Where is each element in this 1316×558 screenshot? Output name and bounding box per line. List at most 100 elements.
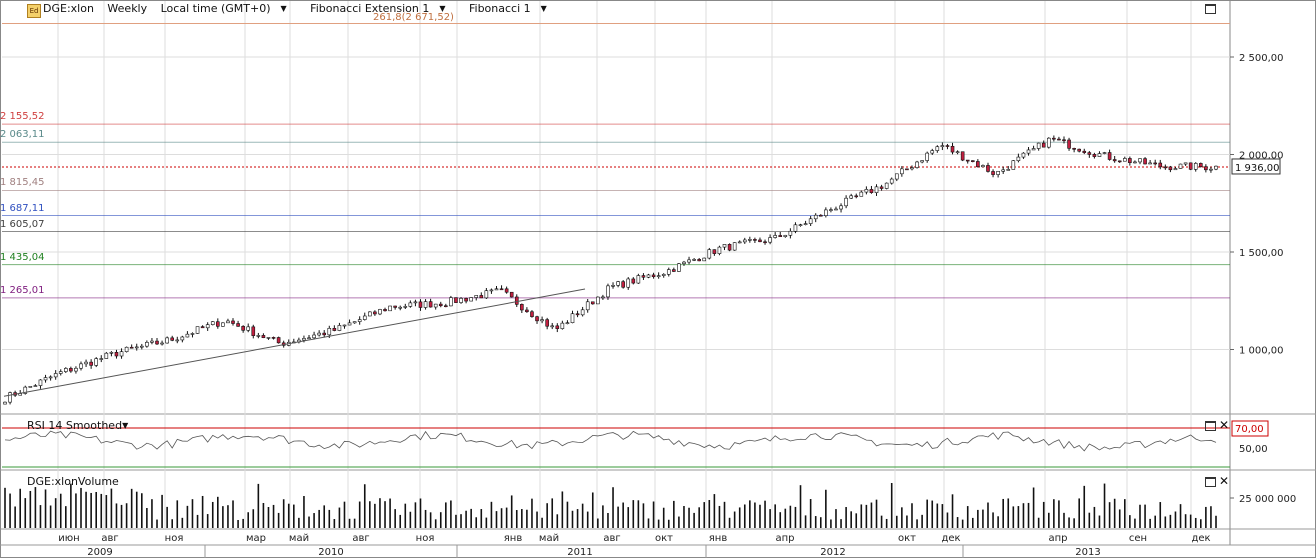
candle-body <box>1122 158 1127 162</box>
maximize-rsi-icon[interactable] <box>1205 421 1216 431</box>
candle-body <box>590 301 595 305</box>
candle-body <box>854 195 859 198</box>
candle-body <box>226 320 230 324</box>
candle-body <box>1148 162 1152 165</box>
month-label: мар <box>246 533 266 544</box>
candle-body <box>205 324 210 329</box>
candle-body <box>1178 163 1183 169</box>
maximize-volume-icon[interactable] <box>1205 477 1216 487</box>
candle-body <box>408 302 413 307</box>
candle-body <box>317 332 321 336</box>
chevron-down-icon: ▼ <box>122 421 129 430</box>
candle-body <box>312 334 316 339</box>
rsi-title[interactable]: RSI 14 Smoothed▼ <box>27 419 129 432</box>
candle-body <box>119 351 124 357</box>
candle-body <box>687 259 691 263</box>
candle-body <box>200 326 205 329</box>
candle-body <box>1072 148 1076 150</box>
fib-extension-selector[interactable]: Fibonacci Extension 1 ▼ <box>310 2 446 15</box>
month-label: окт <box>898 533 916 544</box>
candle-body <box>601 296 605 299</box>
candle-body <box>666 269 671 275</box>
candle-body <box>1153 162 1157 165</box>
candle-body <box>383 309 387 312</box>
chevron-down-icon: ▼ <box>540 4 547 13</box>
candle-body <box>195 326 200 334</box>
candle-body <box>545 319 549 327</box>
candle-body <box>778 235 783 237</box>
candle-body <box>337 325 342 331</box>
price-tick-label: 1 000,00 <box>1239 346 1284 357</box>
candle-body <box>8 392 12 403</box>
candle-body <box>575 313 580 316</box>
candle-body <box>362 315 367 320</box>
candle-body <box>803 223 808 225</box>
candle-body <box>428 301 433 308</box>
chevron-down-icon: ▼ <box>439 4 446 13</box>
candle-body <box>621 281 625 288</box>
rsi-level-label: 70,00 <box>1235 424 1264 435</box>
candle-body <box>960 151 965 161</box>
candle-body <box>494 288 499 291</box>
candle-body <box>94 358 99 366</box>
candle-body <box>352 321 357 324</box>
candle-body <box>1067 139 1071 149</box>
candle-body <box>798 224 803 226</box>
close-volume-icon[interactable]: ✕ <box>1219 474 1230 488</box>
candle-body <box>504 288 509 293</box>
fib-level-label: 1 605,07 <box>0 218 45 230</box>
candle-body <box>849 195 853 199</box>
candle-body <box>606 285 610 298</box>
candle-body <box>190 333 195 335</box>
candle-body <box>1133 161 1137 164</box>
candle-body <box>1138 158 1142 163</box>
candle-body <box>373 311 377 315</box>
fib-level-label: 2 155,52 <box>0 111 45 123</box>
candle-body <box>124 346 129 352</box>
candle-body <box>925 152 929 161</box>
month-label: авг <box>603 533 620 544</box>
candle-body <box>596 296 600 305</box>
candle-body <box>864 189 869 193</box>
candle-body <box>1214 165 1218 170</box>
candle-body <box>550 325 555 328</box>
candle-body <box>986 165 990 172</box>
candle-body <box>788 230 793 236</box>
candle-body <box>69 368 73 372</box>
candle-body <box>651 274 656 278</box>
candle-body <box>661 273 666 276</box>
candle-body <box>216 321 220 327</box>
fib-level-label: 1 687,11 <box>0 202 45 214</box>
candle-body <box>859 191 864 197</box>
candle-body <box>717 246 722 254</box>
candle-body <box>677 263 681 272</box>
candle-body <box>433 303 438 308</box>
candle-body <box>514 296 519 305</box>
maximize-pane-icon[interactable] <box>1205 4 1216 14</box>
candle-body <box>33 385 38 387</box>
candle-body <box>185 333 190 338</box>
candle-body <box>236 323 240 327</box>
candle-body <box>1006 169 1011 171</box>
candle-body <box>104 352 109 359</box>
candle-body <box>565 322 570 325</box>
close-rsi-icon[interactable]: ✕ <box>1219 418 1230 432</box>
candle-body <box>585 301 590 311</box>
month-label: янв <box>709 533 728 544</box>
candle-body <box>570 313 575 324</box>
candle-body <box>945 145 950 147</box>
candle-body <box>580 309 585 316</box>
candle-body <box>357 319 362 322</box>
candle-body <box>160 342 164 345</box>
candle-body <box>540 319 544 322</box>
candle-body <box>869 189 874 193</box>
candle-body <box>89 361 93 366</box>
symbol-interval-selector[interactable]: DGE:xlon Weekly Local time (GMT+0) ▼ <box>43 2 287 15</box>
fibonacci-selector[interactable]: Fibonacci 1 ▼ <box>468 2 547 15</box>
candle-body <box>1183 162 1188 165</box>
candle-body <box>732 242 737 251</box>
candle-body <box>748 239 752 241</box>
candle-body <box>1209 168 1213 171</box>
